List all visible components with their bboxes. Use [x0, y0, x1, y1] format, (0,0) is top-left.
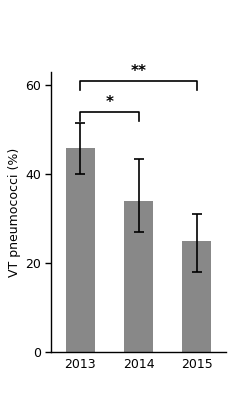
Bar [124, 201, 153, 352]
Bar [182, 241, 212, 352]
Text: *: * [106, 95, 113, 110]
Text: **: ** [131, 64, 147, 79]
Y-axis label: VT pneumococci (%): VT pneumococci (%) [8, 147, 21, 277]
Bar [66, 148, 95, 352]
